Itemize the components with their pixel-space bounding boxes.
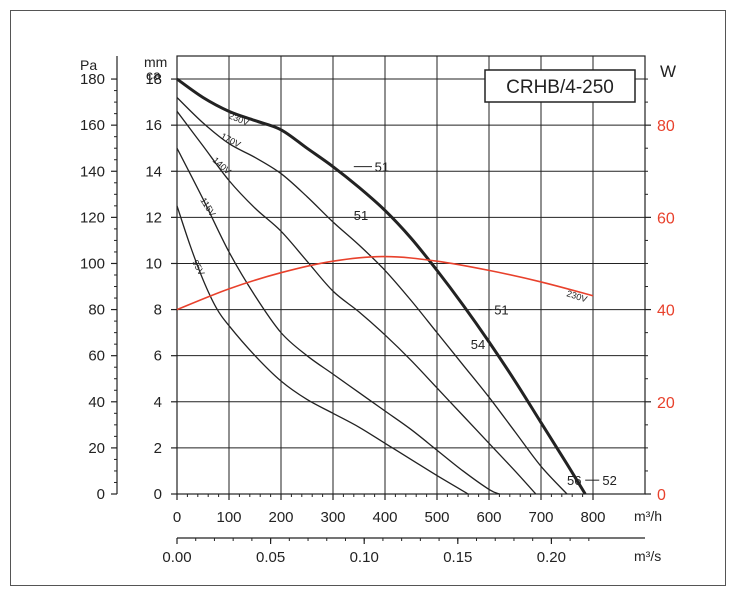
m3s-tick-label: 0.05 <box>256 549 285 566</box>
x-tick-label-m3h: 100 <box>216 509 241 526</box>
w-tick-label: 80 <box>657 118 675 135</box>
x-tick-label-m3h: 500 <box>424 509 449 526</box>
curve-230v-power <box>176 255 594 311</box>
curve-name-label: 95V <box>190 258 206 277</box>
y-tick-label-mmca: 18 <box>145 71 162 88</box>
m3s-tick-label: 0.15 <box>443 549 472 566</box>
y-tick-label-mmca: 0 <box>154 486 162 503</box>
curve-name-label: 140V <box>211 155 233 177</box>
x-tick-label-m3h: 200 <box>268 509 293 526</box>
y-tick-label-pa: 40 <box>88 394 105 411</box>
y-tick-label-pa: 60 <box>88 348 105 365</box>
annotation-label: 54 <box>471 337 485 352</box>
plot-border <box>176 55 646 495</box>
annotation-label: 51 <box>354 208 368 223</box>
annotation-label: 51 <box>494 303 508 318</box>
chart-axes: 0 100 200 300 400 500 600 700 800002204406608801… <box>80 56 675 566</box>
power-curve-name-label: 230V <box>565 288 588 304</box>
axis-label-w: W <box>660 62 676 81</box>
y-tick-label-pa: 180 <box>80 71 105 88</box>
w-tick-label: 60 <box>657 210 675 227</box>
y-tick-label-pa: 20 <box>88 440 105 457</box>
x-tick-label-m3h: 400 <box>372 509 397 526</box>
axis-label-mm: mm <box>144 54 167 70</box>
y-tick-label-pa: 160 <box>80 117 105 134</box>
y-tick-label-pa: 100 <box>80 255 105 272</box>
x-tick-label-m3h: 0 <box>173 509 181 526</box>
axis-label-m3h: m³/h <box>634 508 662 524</box>
y-tick-label-pa: 80 <box>88 302 105 319</box>
y-tick-label-mmca: 12 <box>145 209 162 226</box>
y-tick-label-mmca: 10 <box>145 255 162 272</box>
axis-label-ca: ca <box>146 67 161 83</box>
y-tick-label-mmca: 8 <box>154 302 162 319</box>
m3s-tick-label: 0.20 <box>537 549 566 566</box>
w-tick-label: 20 <box>657 395 675 412</box>
y-tick-label-pa: 120 <box>80 209 105 226</box>
y-tick-label-mmca: 2 <box>154 440 162 457</box>
curve-name-label: 170V <box>219 131 242 150</box>
y-tick-label-pa: 0 <box>97 486 105 503</box>
m3s-tick-label: 0.10 <box>350 549 379 566</box>
w-tick-label: 40 <box>657 303 675 320</box>
x-tick-label-m3h: 300 <box>320 509 345 526</box>
chart-title: CRHB/4-250 <box>506 77 614 98</box>
chart-frame <box>10 10 726 586</box>
axis-label-pa: Pa <box>80 57 97 73</box>
w-tick-label: 0 <box>657 487 666 504</box>
curve-name-label: 115V <box>198 196 217 219</box>
y-tick-label-mmca: 14 <box>145 163 162 180</box>
x-tick-label-m3h: 700 <box>528 509 553 526</box>
title-box <box>484 69 636 103</box>
y-tick-label-mmca: 6 <box>154 348 162 365</box>
annotation-label: 52 <box>602 473 616 488</box>
curve-115v-pressure <box>176 147 500 495</box>
annotation-label: 56 <box>567 473 581 488</box>
annotation-label: 51 <box>375 160 389 175</box>
x-tick-label-m3h: 800 <box>580 509 605 526</box>
axis-label-m3s: m³/s <box>634 548 661 564</box>
y-tick-label-mmca: 16 <box>145 117 162 134</box>
chart-curves <box>176 77 594 495</box>
x-tick-label-m3h: 600 <box>476 509 501 526</box>
m3s-tick-label: 0.00 <box>162 549 191 566</box>
y-tick-label-pa: 140 <box>80 163 105 180</box>
y-tick-label-mmca: 4 <box>154 394 162 411</box>
curve-95v-pressure <box>176 205 469 495</box>
curve-230v-pressure <box>176 77 587 495</box>
curve-140v-pressure <box>176 110 537 495</box>
